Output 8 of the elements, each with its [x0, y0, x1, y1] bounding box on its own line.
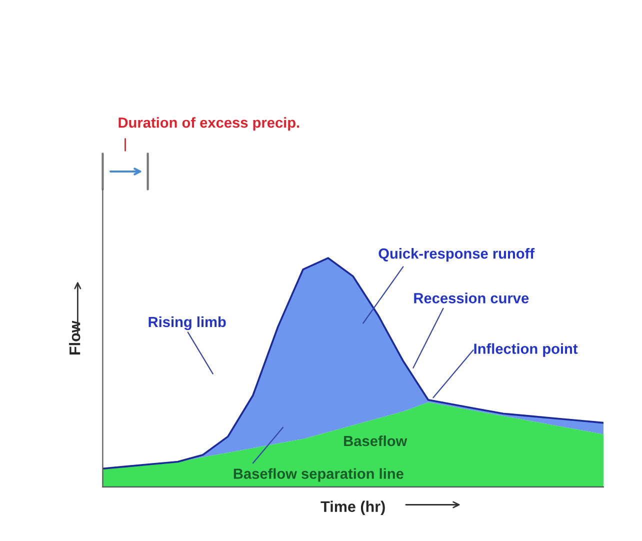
x-axis-title: Time (hr)	[320, 500, 385, 516]
annotation: Baseflow separation line	[234, 468, 404, 482]
text: Duration of excess precip.	[118, 117, 300, 131]
annotation: Inflection point	[474, 343, 578, 357]
annotation: Recession curve	[414, 292, 529, 304]
annotation: Baseflow	[344, 435, 408, 446]
annotation: Rising limb	[148, 316, 226, 330]
annotation: Quick-response runoff	[378, 248, 535, 262]
